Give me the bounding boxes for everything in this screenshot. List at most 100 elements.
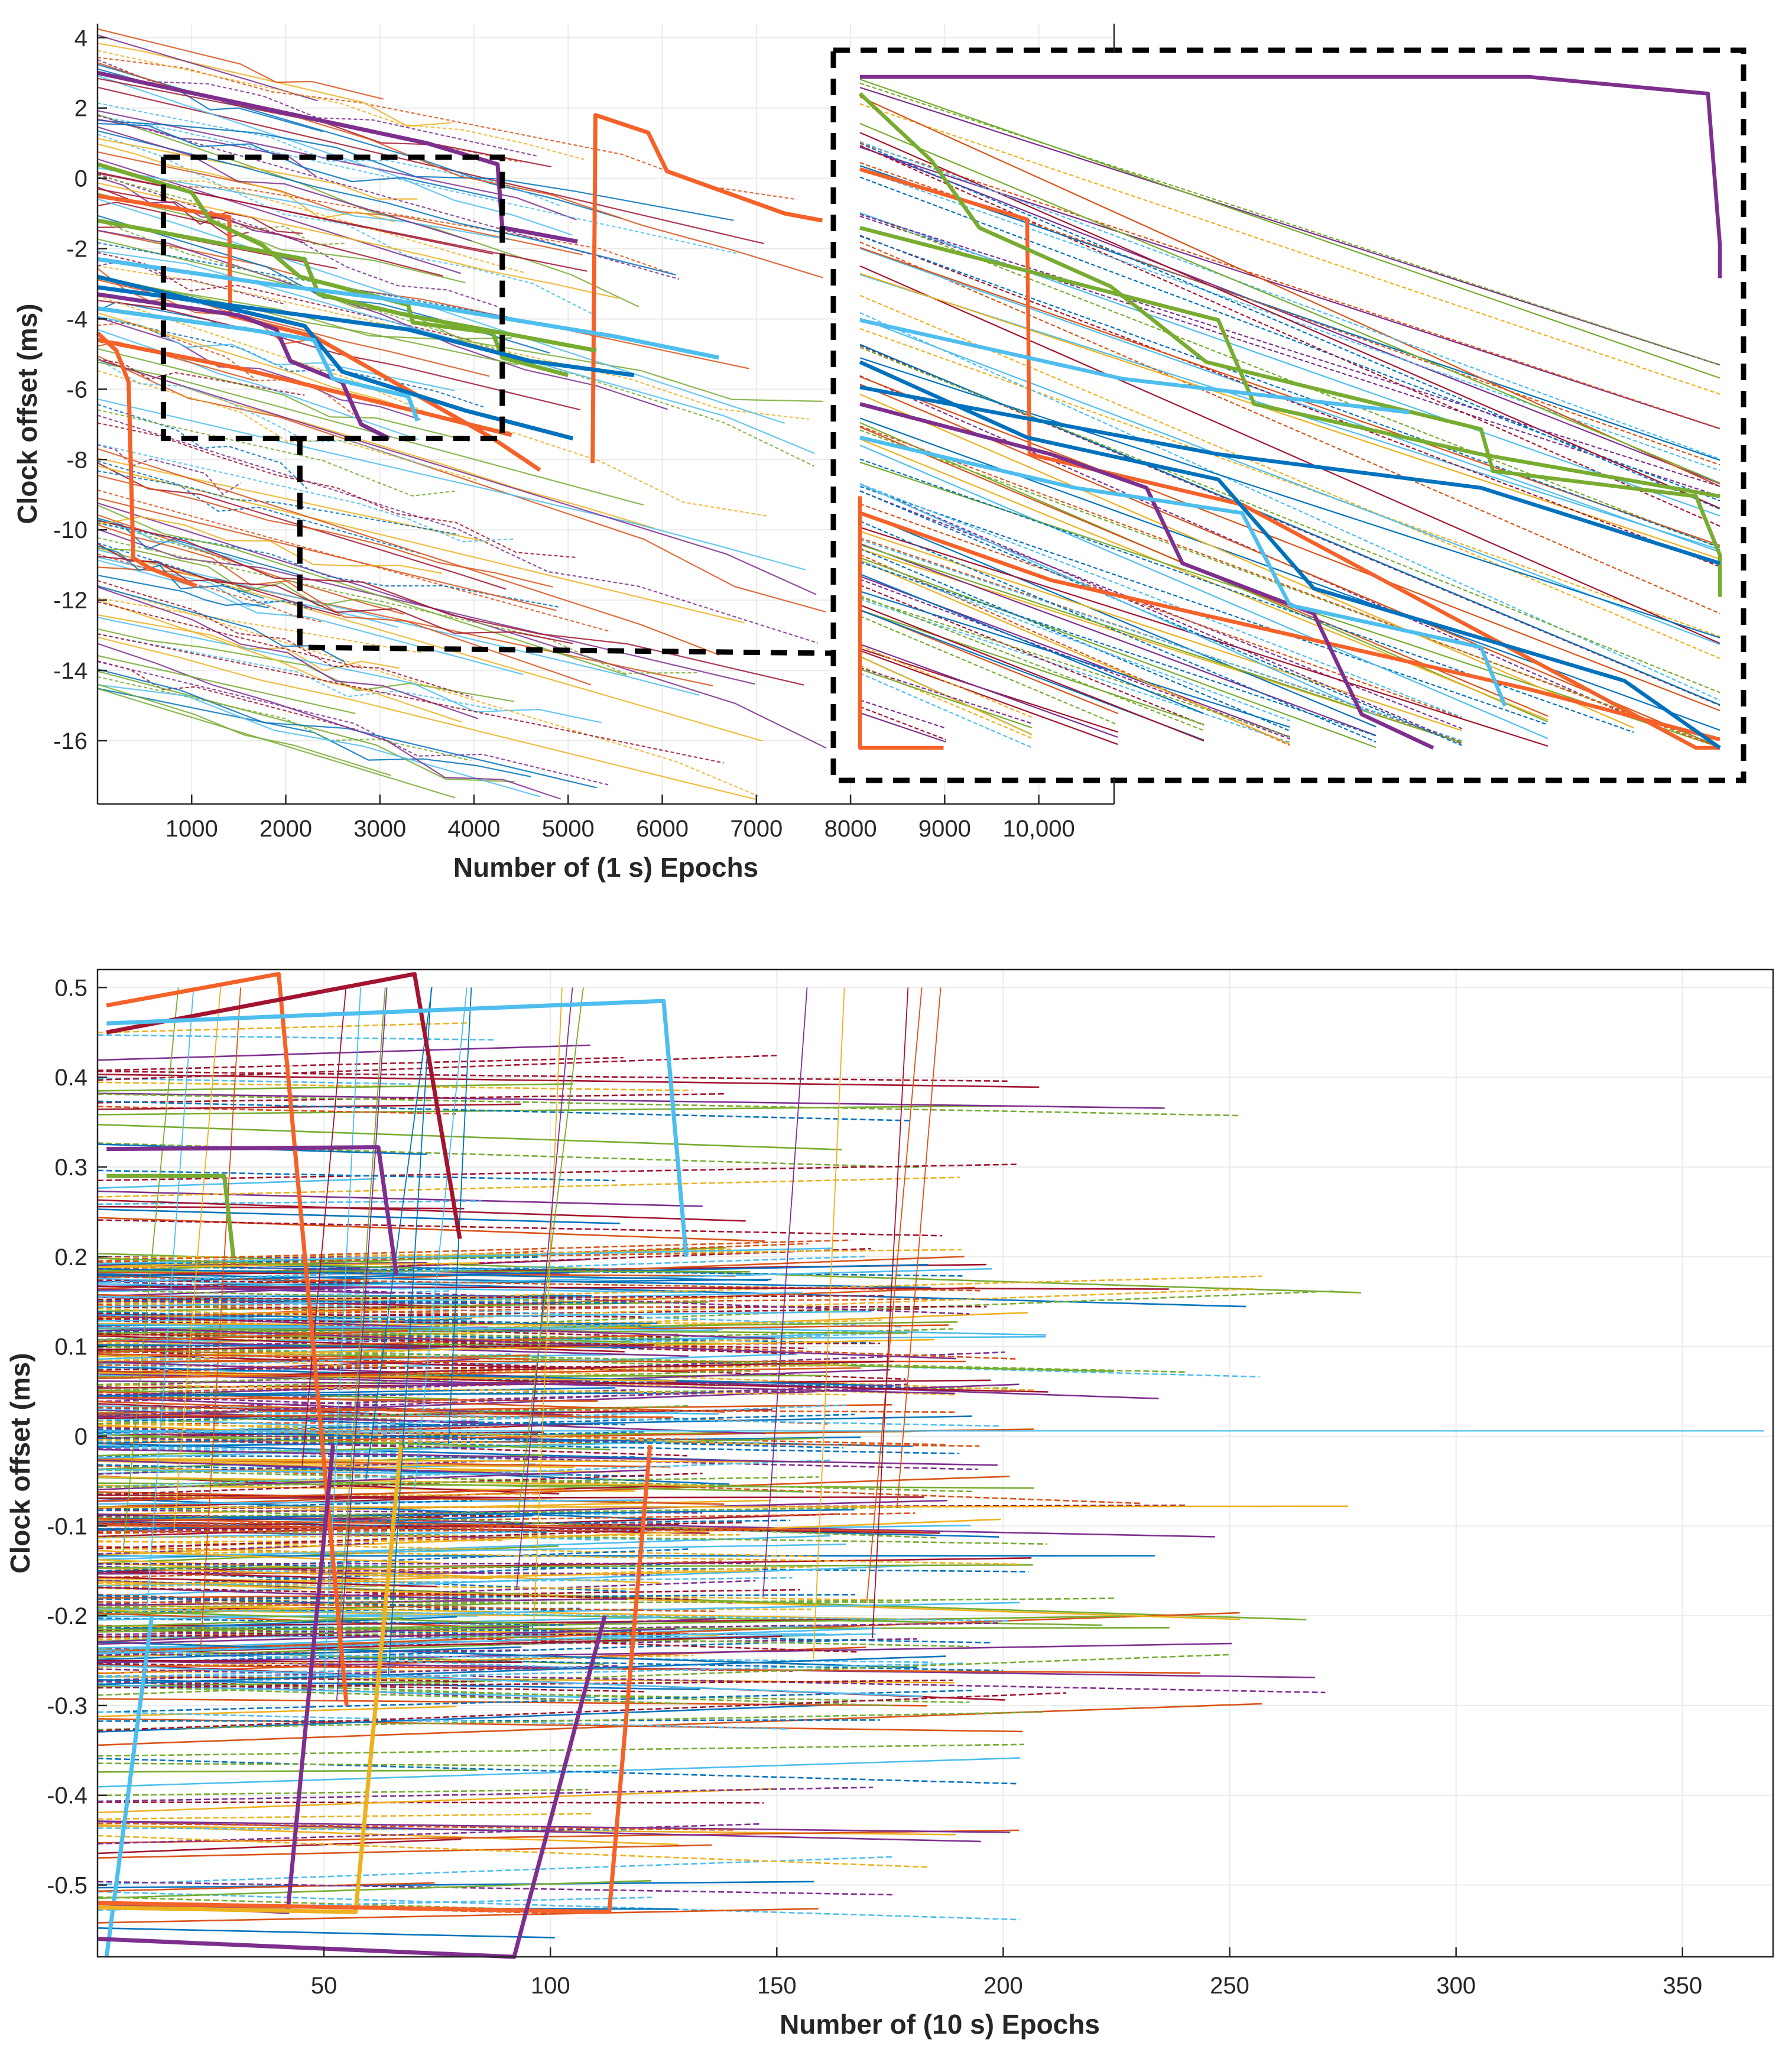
bottom-series-line	[97, 1521, 940, 1534]
bottom-series-line	[97, 1289, 619, 1304]
top-highlight-orange-A	[590, 113, 823, 463]
inset-series-line	[859, 598, 1290, 743]
top-series-line	[97, 122, 505, 201]
bottom-series-line	[97, 1441, 668, 1459]
bottom-x-tick-label: 200	[983, 1973, 1023, 1999]
top-series-line	[97, 219, 815, 467]
top-series-line	[97, 475, 553, 588]
bottom-series-line	[97, 1372, 487, 1386]
bottom-series-line	[97, 1288, 1254, 1332]
bottom-series-line	[97, 1891, 1020, 1921]
bottom-y-tick-label: 0.1	[54, 1334, 87, 1360]
top-chart: 1000 2000 3000 4000 5000 6000 7000 8000 9000 10,0…	[12, 24, 1746, 883]
bottom-series-line	[97, 1248, 732, 1265]
top-highlight-orange-B	[96, 331, 197, 588]
bottom-wrap-line	[173, 987, 222, 1531]
top-series-line	[97, 633, 724, 764]
bottom-series-line	[97, 1788, 588, 1797]
bottom-series-line	[97, 1662, 964, 1685]
top-series-line	[97, 601, 363, 669]
bottom-series-line	[97, 1577, 793, 1587]
inset-series-line	[859, 668, 1033, 729]
bottom-series-line	[97, 1788, 773, 1814]
top-series-line	[97, 110, 577, 221]
inset-series-line	[859, 165, 1720, 461]
bottom-highlight-cyan-top	[106, 999, 689, 1257]
top-highlight-orange-D	[97, 338, 512, 437]
bottom-series-line	[97, 1896, 544, 1911]
top-highlight-green-A	[96, 162, 569, 377]
top-series-line	[97, 28, 384, 100]
bottom-series-line	[97, 1659, 522, 1664]
top-series-line	[97, 676, 472, 761]
top-series-line	[97, 57, 797, 200]
bottom-series-line	[97, 1263, 642, 1272]
top-series-line	[97, 504, 627, 676]
inset-series-line	[859, 511, 1377, 728]
inset-series-line	[859, 96, 1720, 487]
top-series-line	[97, 470, 459, 536]
bottom-series-line	[97, 1346, 1187, 1373]
top-series-line	[97, 188, 303, 234]
inset-series-line	[859, 597, 1290, 737]
inset-series-line	[859, 383, 1720, 748]
inset-series-line	[859, 312, 1720, 701]
bottom-series-line	[97, 1285, 1169, 1290]
top-y-axis-label: Clock offset (ms)	[12, 303, 43, 524]
bottom-series-line	[97, 1628, 688, 1651]
bottom-series-line	[97, 1612, 1240, 1653]
inset-series-line	[859, 176, 1720, 502]
bottom-series-line	[97, 1711, 1043, 1730]
bottom-series-line	[97, 1525, 401, 1529]
bottom-series-line	[97, 1105, 1005, 1116]
zoom-inset	[836, 53, 1741, 777]
top-series-line	[97, 119, 734, 221]
top-series-line	[97, 497, 557, 611]
bottom-series-line	[97, 1327, 679, 1340]
inset-series-line	[859, 712, 946, 743]
bottom-y-tick-label: 0.5	[54, 975, 87, 1001]
bottom-series-line	[97, 1103, 521, 1110]
inset-highlight-orange-C	[859, 167, 1720, 750]
bottom-series-line	[97, 1529, 645, 1549]
bottom-series-line	[97, 1529, 522, 1539]
bottom-highlight-cyan-bottom	[104, 1615, 154, 1957]
bottom-series-line	[97, 1493, 541, 1499]
inset-series-line	[859, 615, 1118, 726]
top-series-line	[97, 59, 538, 157]
top-series-line	[97, 444, 242, 495]
top-series-line	[97, 518, 253, 565]
top-x-tick-labels: 1000 2000 3000 4000 5000 6000 7000 8000 9000 10,0…	[165, 816, 1075, 842]
bottom-series-line	[97, 1646, 522, 1661]
bottom-highlight-green-mid	[106, 1174, 236, 1257]
top-series-line	[97, 443, 515, 543]
bottom-series-line	[97, 1628, 881, 1655]
inset-series-line	[859, 445, 1548, 740]
top-axes	[96, 24, 1115, 805]
bottom-series-line	[97, 1512, 916, 1526]
bottom-series-line	[97, 1055, 778, 1081]
top-series-line	[97, 118, 316, 177]
bottom-series-line	[97, 1506, 936, 1539]
inset-series-line	[859, 376, 1720, 712]
bottom-series-line	[97, 1070, 1008, 1082]
inset-series-line	[859, 145, 1720, 527]
top-series-line	[97, 359, 655, 529]
bottom-series-line	[97, 1610, 548, 1625]
inset-series-line	[859, 346, 1720, 693]
bottom-series-line	[97, 1506, 914, 1519]
bottom-series-line	[97, 1580, 1307, 1620]
bottom-y-tick-label: -0.5	[47, 1873, 87, 1899]
bottom-series-line	[97, 1276, 981, 1292]
top-series-line	[97, 553, 322, 623]
bottom-series-line	[97, 1518, 923, 1533]
top-series-line	[97, 348, 470, 442]
bottom-series-line	[97, 1706, 457, 1717]
bottom-series-line	[97, 1324, 719, 1331]
bottom-series-line	[97, 1208, 621, 1224]
bottom-series-line	[97, 1655, 946, 1685]
bottom-series-line	[97, 1664, 1201, 1674]
inset-series-line	[859, 543, 1377, 737]
top-y-tick-label: -16	[53, 728, 87, 754]
